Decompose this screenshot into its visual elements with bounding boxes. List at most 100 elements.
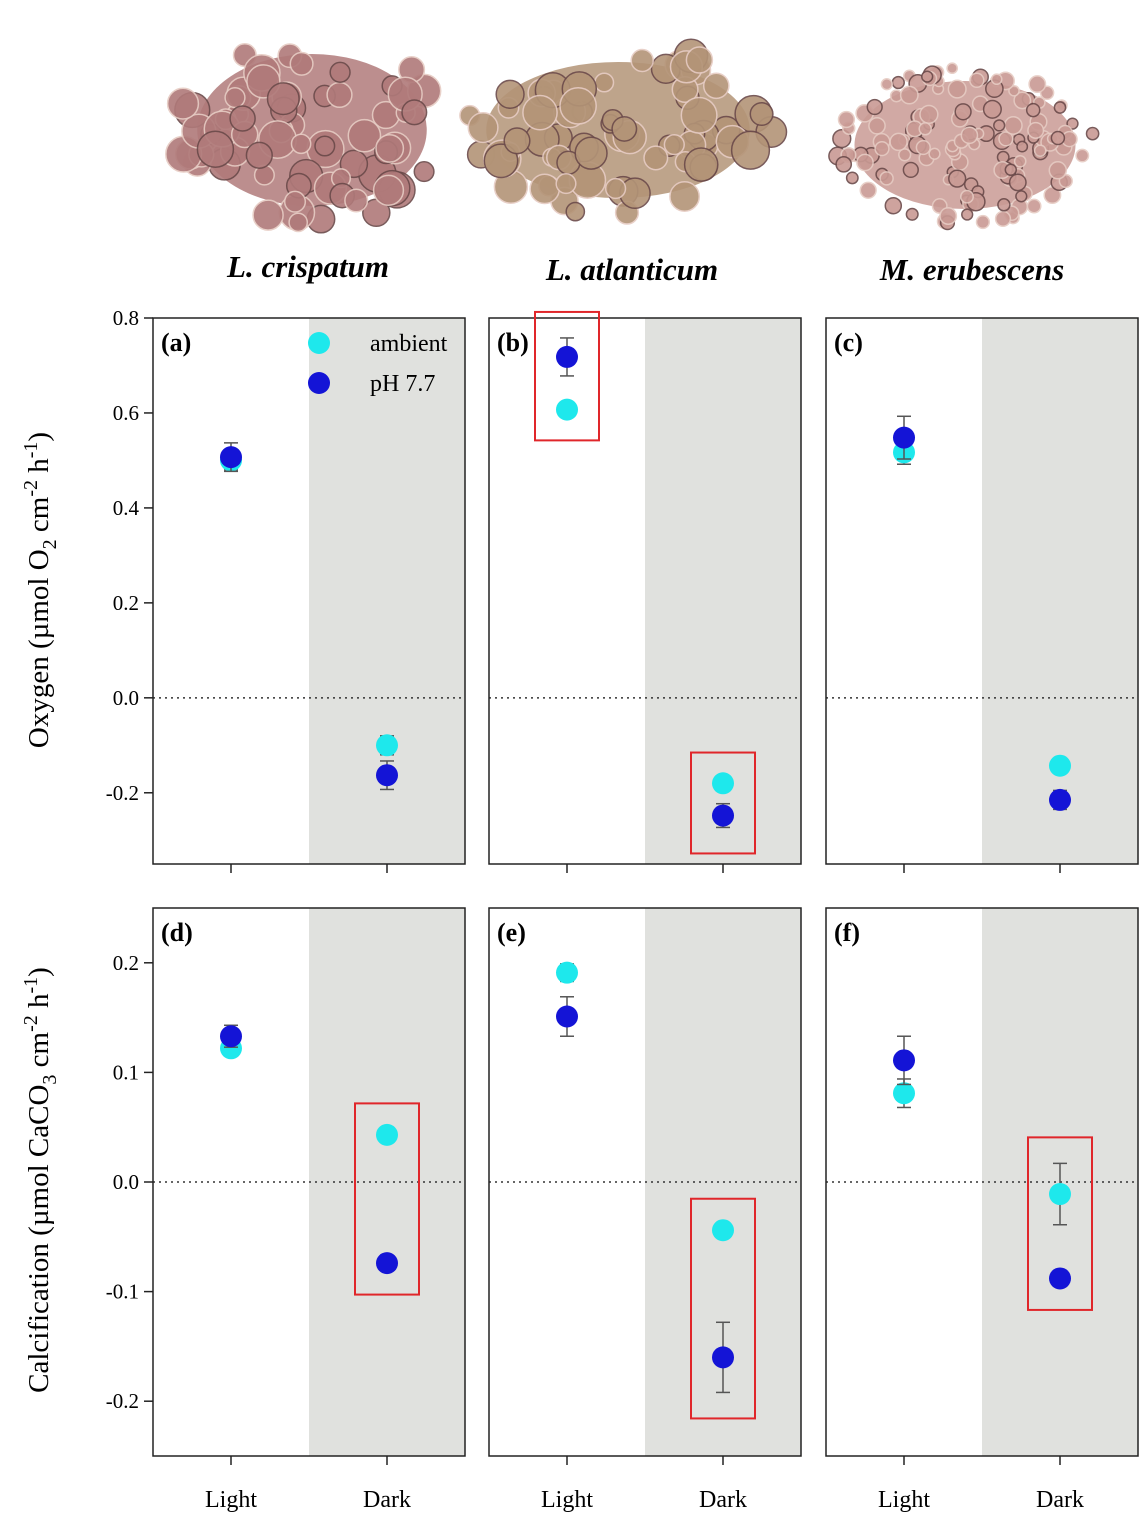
m-erubescens-photo-lobe xyxy=(960,189,974,204)
m-erubescens-photo-lobe xyxy=(946,62,959,75)
data-point-ph77 xyxy=(556,345,578,368)
ylabel-calc-sup2: -1 xyxy=(20,977,42,994)
m-erubescens-photo-lobe xyxy=(856,153,874,172)
l-atlanticum-photo-lobe xyxy=(663,133,685,156)
m-erubescens-photo-lobe xyxy=(928,147,941,160)
y-tick-label: 0.2 xyxy=(113,951,139,975)
m-erubescens-photo-lobe xyxy=(1016,140,1029,153)
m-erubescens-photo-lobe xyxy=(1050,130,1066,146)
panel-b: (b) xyxy=(488,310,802,873)
m-erubescens-photo-lobe xyxy=(994,210,1012,227)
l-atlanticum-photo-lobe xyxy=(529,173,561,205)
x-tick-label: Dark xyxy=(363,1487,411,1513)
x-tick-label: Dark xyxy=(1036,1487,1084,1513)
l-crispatum-photo-lobe xyxy=(329,61,351,83)
legend-label: pH 7.7 xyxy=(370,371,435,397)
l-atlanticum-photo-lobe xyxy=(685,46,714,74)
panel-c: (c) xyxy=(825,317,1139,873)
m-erubescens-photo-lobe xyxy=(1066,117,1079,130)
data-point-ambient xyxy=(556,961,578,984)
legend-label: ambient xyxy=(370,331,448,357)
l-crispatum-photo-lobe xyxy=(326,81,353,109)
panel-frame xyxy=(825,907,1139,1457)
ylabel-oxygen-sub: 2 xyxy=(39,539,61,549)
panel-frame xyxy=(825,317,1139,865)
m-erubescens-photo-lobe xyxy=(975,214,991,230)
l-atlanticum-photo-lobe xyxy=(680,96,718,134)
l-atlanticum-photo-lobe xyxy=(604,177,627,200)
l-atlanticum-photo-lobe xyxy=(467,112,499,144)
l-crispatum-photo-lobe xyxy=(347,118,382,153)
m-erubescens-photo-lobe xyxy=(891,75,905,90)
data-point-ph77 xyxy=(220,446,242,469)
m-erubescens-photo-lobe xyxy=(899,85,919,105)
l-crispatum-photo-lobe xyxy=(375,133,405,163)
m-erubescens-photo-lobe xyxy=(845,171,859,185)
ylabel-calc-sub: 3 xyxy=(39,1075,61,1085)
panel-letter: (d) xyxy=(161,918,193,947)
y-tick-label: -0.2 xyxy=(106,781,139,805)
panel-letter: (a) xyxy=(161,328,191,357)
m-erubescens-photo-lobe xyxy=(874,140,890,157)
m-erubescens-photo-lobe xyxy=(902,161,919,179)
l-atlanticum-photo-lobe xyxy=(503,127,531,155)
dark-shading xyxy=(982,318,1138,864)
l-atlanticum-photo-lobe xyxy=(555,173,577,195)
ylabel-calc-close: ) xyxy=(23,967,55,977)
l-crispatum-photo-lobe xyxy=(344,188,369,213)
m-erubescens-photo-lobe xyxy=(1075,148,1090,163)
panel-a: 0.8 0.6 0.4 0.2 0.0 -0.2 (a) ambient pH 7.7 xyxy=(106,306,466,873)
y-tick-label: 0.2 xyxy=(113,591,139,615)
m-erubescens-photo-lobe xyxy=(1003,116,1023,135)
l-crispatum-photo-lobe xyxy=(401,99,428,126)
data-point-ph77 xyxy=(376,764,398,787)
l-crispatum-photo-lobe xyxy=(372,174,405,206)
l-atlanticum-photo-lobe xyxy=(611,115,638,142)
ylabel-oxygen-sup2: -1 xyxy=(20,442,42,459)
ylabel-calc-main: Calcification (µmol CaCO xyxy=(23,1085,55,1393)
m-erubescens-photo-lobe xyxy=(960,126,979,145)
ylabel-calc-mid: cm xyxy=(23,1031,55,1074)
l-crispatum-photo xyxy=(165,43,442,234)
m-erubescens-photo-lobe xyxy=(997,198,1011,212)
m-erubescens-photo xyxy=(828,62,1100,231)
highlight-box xyxy=(1027,1136,1093,1311)
m-erubescens-photo-lobe xyxy=(880,78,893,91)
m-erubescens-photo-lobe xyxy=(939,207,958,225)
l-crispatum-photo-lobe xyxy=(289,51,314,76)
ylabel-oxygen-main: Oxygen (µmol O xyxy=(23,549,55,748)
y-tick-label: 0.6 xyxy=(113,401,139,425)
m-erubescens-photo-lobe xyxy=(961,208,974,221)
m-erubescens-photo-lobe xyxy=(954,103,972,121)
highlight-box xyxy=(354,1102,420,1296)
x-tick-label: Light xyxy=(878,1487,930,1513)
l-atlanticum-photo-lobe xyxy=(683,147,719,182)
m-erubescens-photo-lobe xyxy=(918,122,932,136)
y-tick-label: 0.0 xyxy=(113,686,139,710)
species-label-3: M. erubescens xyxy=(879,252,1064,287)
panel-frame xyxy=(488,317,802,865)
m-erubescens-photo-lobe xyxy=(837,110,856,129)
data-point-ph77 xyxy=(220,1025,242,1048)
l-atlanticum-photo-lobe xyxy=(749,101,774,127)
panel-e: Light Dark (e) xyxy=(488,907,802,1513)
panel-letter: (f) xyxy=(834,918,860,947)
data-point-ph77 xyxy=(712,804,734,827)
m-erubescens-photo-lobe xyxy=(1028,75,1047,94)
l-crispatum-photo-lobe xyxy=(166,87,200,120)
m-erubescens-photo-lobe xyxy=(919,104,939,125)
m-erubescens-photo-lobe xyxy=(993,119,1006,132)
y-tick-label: 0.1 xyxy=(113,1060,139,1084)
m-erubescens-photo-lobe xyxy=(998,131,1014,147)
m-erubescens-photo-lobe xyxy=(947,79,967,99)
l-atlanticum-photo-lobe xyxy=(643,145,669,171)
data-point-ph77 xyxy=(1049,788,1071,811)
data-point-ph77 xyxy=(376,1252,398,1275)
m-erubescens-photo-lobe xyxy=(969,72,985,89)
m-erubescens-photo-lobe xyxy=(982,99,1002,119)
m-erubescens-photo-lobe xyxy=(1025,102,1041,118)
species-photos xyxy=(165,38,1100,234)
l-atlanticum-photo-lobe xyxy=(565,201,586,222)
y-tick-label: 0.0 xyxy=(113,1170,139,1194)
